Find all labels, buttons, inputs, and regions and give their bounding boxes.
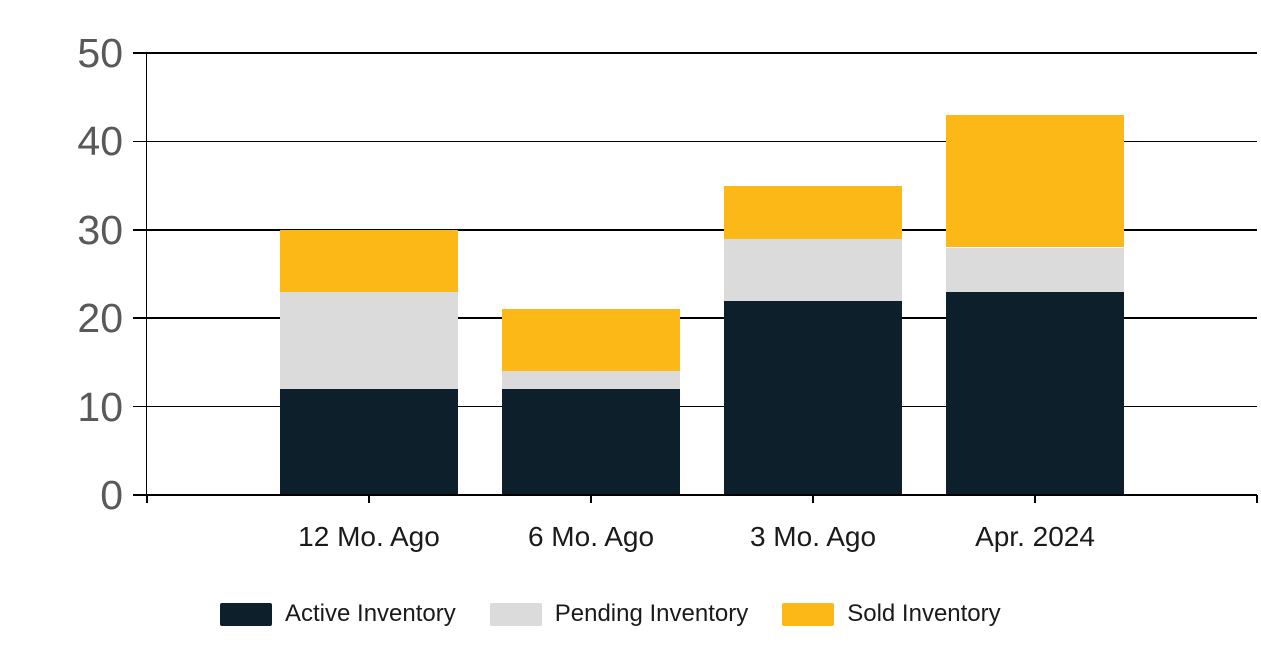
gridline-y-20 xyxy=(147,317,1257,319)
legend-label-sold-inventory: Sold Inventory xyxy=(847,600,1001,627)
gridline-y-10 xyxy=(147,405,1257,408)
y-axis-label-0: 0 xyxy=(100,472,123,518)
legend-item-active-inventory: Active Inventory xyxy=(220,600,456,628)
y-axis-tick-0 xyxy=(133,494,149,496)
y-axis-tick-10 xyxy=(133,405,149,408)
bar-segment-pending-inventory-3-mo-ago xyxy=(724,238,902,301)
bar-segment-active-inventory-apr-2024 xyxy=(946,291,1124,495)
y-axis-line xyxy=(145,53,147,502)
gridline-y-50 xyxy=(147,52,1257,54)
y-axis-label-10: 10 xyxy=(77,383,123,430)
y-axis-label-30: 30 xyxy=(77,206,123,253)
bar-segment-pending-inventory-12-mo-ago xyxy=(280,291,458,389)
gridline-y-40 xyxy=(147,140,1257,143)
y-axis-tick-30 xyxy=(133,229,149,231)
x-axis-label-apr-2024: Apr. 2024 xyxy=(975,521,1095,552)
legend-label-active-inventory: Active Inventory xyxy=(285,600,456,627)
y-axis-tick-20 xyxy=(133,317,149,319)
legend-swatch-pending-inventory xyxy=(489,602,542,626)
bar-segment-active-inventory-12-mo-ago xyxy=(280,388,458,495)
x-axis-tick-edge-1 xyxy=(1256,495,1258,503)
x-axis-tick-6-mo-ago xyxy=(590,495,592,503)
y-axis-tick-40 xyxy=(133,140,149,143)
gridline-y-0 xyxy=(147,494,1257,496)
x-axis-tick-3-mo-ago xyxy=(812,495,814,503)
legend-label-pending-inventory: Pending Inventory xyxy=(554,600,749,627)
chart-legend: Active Inventory Pending Inventory Sold In… xyxy=(220,600,1001,628)
bar-segment-sold-inventory-3-mo-ago xyxy=(724,185,902,239)
legend-item-pending-inventory: Pending Inventory xyxy=(489,600,749,628)
y-axis-label-40: 40 xyxy=(77,118,123,165)
x-axis-tick-edge-0 xyxy=(146,495,148,503)
y-axis-label-20: 20 xyxy=(77,295,123,342)
x-axis-label-3-mo-ago: 3 Mo. Ago xyxy=(749,521,877,552)
y-axis-label-50: 50 xyxy=(77,30,123,76)
bar-segment-sold-inventory-apr-2024 xyxy=(946,114,1124,248)
legend-item-sold-inventory: Sold Inventory xyxy=(782,600,1001,628)
legend-swatch-sold-inventory xyxy=(782,602,835,626)
bar-segment-sold-inventory-12-mo-ago xyxy=(280,229,458,292)
x-axis-label-12-mo-ago: 12 Mo. Ago xyxy=(298,521,440,552)
x-axis-line xyxy=(133,493,1257,495)
gridline-y-30 xyxy=(147,229,1257,231)
bar-segment-pending-inventory-apr-2024 xyxy=(946,247,1124,292)
x-axis-tick-12-mo-ago xyxy=(368,495,370,503)
bar-segment-active-inventory-3-mo-ago xyxy=(724,300,902,495)
legend-swatch-active-inventory xyxy=(220,602,272,626)
bar-segment-sold-inventory-6-mo-ago xyxy=(502,309,680,372)
bar-segment-pending-inventory-6-mo-ago xyxy=(502,371,680,389)
x-axis-tick-apr-2024 xyxy=(1034,495,1036,503)
plot-area xyxy=(147,52,1257,496)
bar-segment-active-inventory-6-mo-ago xyxy=(502,388,680,495)
y-axis-tick-50 xyxy=(133,52,149,54)
x-axis-label-6-mo-ago: 6 Mo. Ago xyxy=(527,521,655,552)
